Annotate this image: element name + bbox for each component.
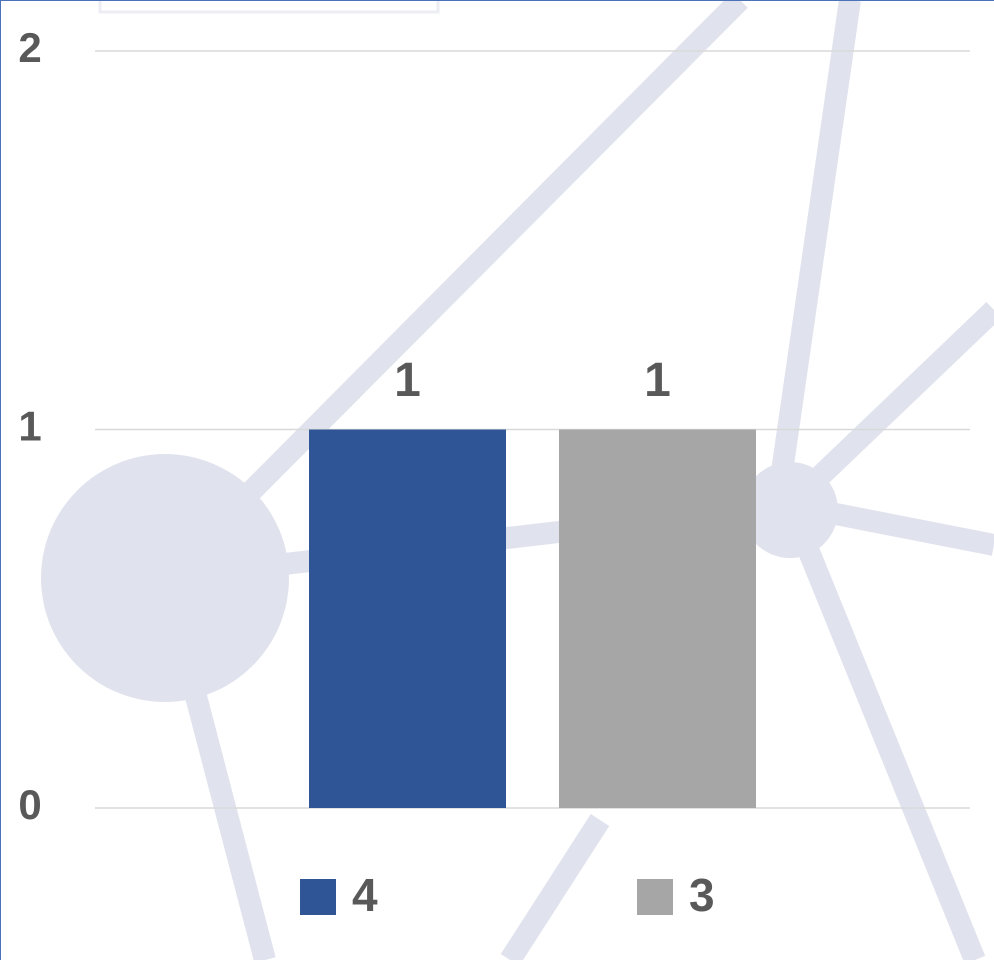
- legend-label: 4: [352, 869, 378, 921]
- shadow-box: [100, 0, 438, 12]
- bg-node: [41, 454, 289, 702]
- legend-label: 3: [689, 869, 715, 921]
- bg-edge: [790, 505, 975, 960]
- bg-node: [742, 462, 838, 558]
- bg-edge: [775, 0, 850, 520]
- background-network: [41, 0, 994, 960]
- y-tick-label: 2: [18, 24, 41, 71]
- bg-edge: [510, 820, 600, 960]
- bar: [559, 430, 756, 809]
- page: 0121143 (() => { const data = JSON.parse…: [0, 0, 994, 960]
- y-tick-label: 1: [18, 403, 41, 450]
- legend-swatch: [637, 879, 673, 915]
- legend-swatch: [300, 879, 336, 915]
- data-label: 1: [394, 354, 421, 407]
- bar: [309, 430, 506, 809]
- y-tick-label: 0: [18, 781, 41, 828]
- data-label: 1: [644, 354, 671, 407]
- chart: 0 1 2 1 1 4 3: [0, 0, 994, 960]
